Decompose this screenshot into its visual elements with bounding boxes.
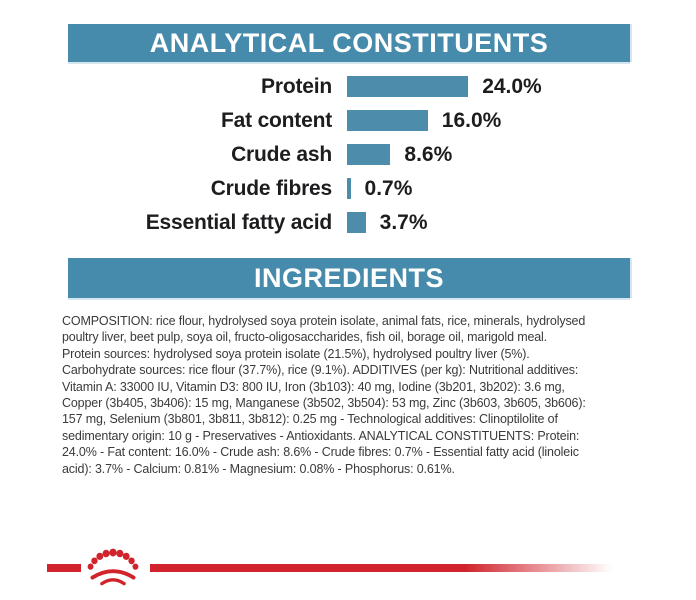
analytical-constituents-title: ANALYTICAL CONSTITUENTS [149, 28, 549, 58]
analytical-constituents-header: ANALYTICAL CONSTITUENTS [68, 24, 630, 62]
royal-canin-crown-icon [87, 548, 139, 586]
chart-value-label: 0.7% [364, 176, 413, 200]
chart-row: Essential fatty acid 3.7% [62, 210, 542, 234]
ingredients-line: 24.0% - Fat content: 16.0% - Crude ash: … [62, 445, 579, 460]
ingredients-title: INGREDIENTS [253, 263, 445, 293]
chart-row: Protein 24.0% [62, 74, 542, 98]
chart-value-label: 16.0% [441, 108, 502, 132]
chart-bar [347, 178, 351, 199]
ingredients-line: Copper (3b405, 3b406): 15 mg, Manganese … [62, 396, 586, 411]
chart-category-label: Fat content [221, 108, 332, 132]
crown-gems [87, 548, 139, 570]
chart-bar [347, 212, 366, 233]
chart-bar [347, 110, 428, 131]
chart-category-label: Essential fatty acid [145, 210, 332, 234]
ingredients-line: acid): 3.7% - Calcium: 0.81% - Magnesium… [62, 461, 455, 476]
crown-arcs [90, 569, 136, 586]
ingredients-line: sedimentary origin: 10 g - Preservatives… [62, 428, 580, 443]
ingredients-line: 157 mg, Selenium (3b801, 3b811, 3b812): … [62, 412, 558, 427]
analytical-constituents-chart: Protein 24.0% Fat content 16.0% Crude ash 8.6… [62, 74, 542, 234]
chart-value-label: 3.7% [379, 210, 428, 234]
chart-bar [347, 144, 391, 165]
ingredients-header: INGREDIENTS [68, 258, 630, 298]
chart-value-label: 24.0% [482, 74, 542, 98]
logo-left-bar [47, 564, 81, 572]
brand-footer [0, 540, 696, 600]
ingredients-line: Carbohydrate sources: rice flour (37.7%)… [62, 363, 579, 378]
chart-category-label: Crude ash [231, 142, 332, 166]
chart-bar [347, 76, 469, 97]
chart-category-label: Crude fibres [210, 176, 332, 200]
chart-row: Crude ash 8.6% [62, 142, 542, 166]
chart-row: Fat content 16.0% [62, 108, 542, 132]
ingredients-line: Protein sources: hydrolysed soya protein… [62, 346, 530, 361]
logo-right-bar [150, 564, 612, 572]
ingredients-line: COMPOSITION: rice flour, hydrolysed soya… [62, 314, 586, 328]
ingredients-text: COMPOSITION: rice flour, hydrolysed soya… [62, 313, 642, 477]
chart-value-label: 8.6% [404, 142, 453, 166]
ingredients-line: poultry liver, beet pulp, soya oil, fruc… [62, 330, 548, 345]
chart-row: Crude fibres 0.7% [62, 176, 542, 200]
chart-category-label: Protein [261, 74, 332, 98]
ingredients-line: Vitamin A: 33000 IU, Vitamin D3: 800 IU,… [62, 379, 565, 394]
